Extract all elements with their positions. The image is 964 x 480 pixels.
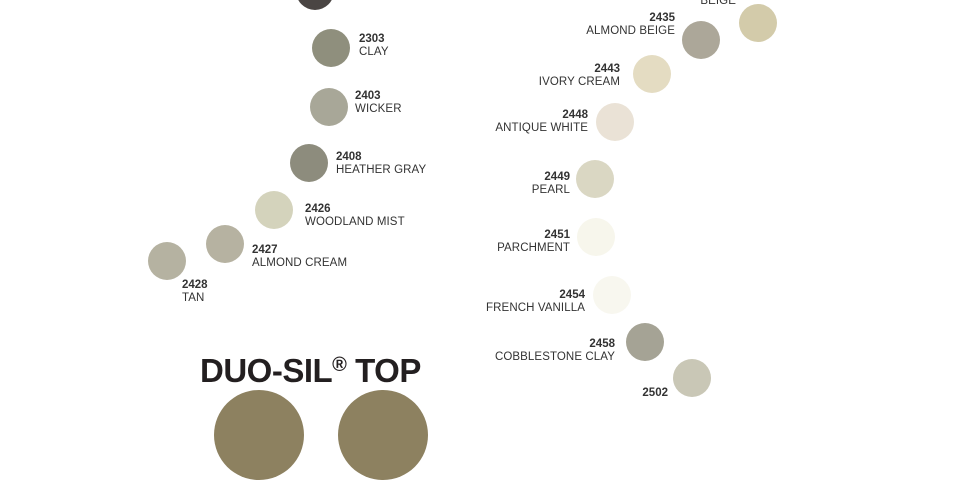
color-name: PEARL (531, 184, 570, 197)
color-label-woodland-mist: 2426 WOODLAND MIST (305, 203, 405, 229)
color-code: 2428 (182, 279, 208, 291)
color-label-almond-cream: 2427 ALMOND CREAM (252, 244, 347, 270)
color-name: WOODLAND MIST (305, 216, 405, 229)
product-title: DUO-SIL® TOP (200, 352, 421, 390)
color-code: 2403 (355, 90, 381, 102)
swatch-wicker[interactable] (310, 88, 348, 126)
swatch-cobblestone-clay[interactable] (626, 323, 664, 361)
color-label-heather-gray: 2408 HEATHER GRAY (336, 151, 426, 177)
swatch-almond-beige[interactable] (682, 21, 720, 59)
swatch-beige[interactable] (739, 4, 777, 42)
large-swatch-left-partial (214, 390, 304, 480)
color-code: 2448 (562, 109, 588, 121)
registered-mark: ® (332, 354, 347, 376)
color-label-beige: BEIGE (700, 0, 736, 8)
color-name: FRENCH VANILLA (486, 302, 585, 315)
color-code: 2303 (359, 33, 385, 45)
color-code: 2451 (544, 229, 570, 241)
color-chart-page: { "title_main": "DUO-SIL", "title_reg": … (148, 0, 777, 480)
title-main: DUO-SIL (200, 352, 333, 389)
color-code: 2449 (544, 171, 570, 183)
color-label-french-vanilla: 2454 FRENCH VANILLA (486, 289, 585, 315)
swatch-tan[interactable] (148, 242, 186, 280)
color-name: ALMOND CREAM (252, 257, 348, 270)
color-label-parchment: 2451 PARCHMENT (497, 229, 570, 255)
color-name: BEIGE (700, 0, 736, 7)
swatch-parchment[interactable] (577, 218, 615, 256)
title-suffix: TOP (346, 352, 421, 389)
color-label-wicker: 2403 WICKER (355, 90, 402, 116)
swatch-woodland-mist[interactable] (255, 191, 293, 229)
swatch-heather-gray[interactable] (290, 144, 328, 182)
color-name: HEATHER GRAY (336, 164, 427, 177)
color-name: CLAY (359, 46, 389, 59)
color-code: 2435 (649, 12, 675, 24)
color-code: 2443 (594, 63, 620, 75)
swatch-clay[interactable] (312, 29, 350, 67)
color-label-2502: 2502 (642, 387, 668, 400)
color-name: PARCHMENT (497, 242, 570, 255)
color-code: 2502 (642, 387, 668, 399)
color-name: ALMOND BEIGE (586, 25, 675, 38)
swatch-2502[interactable] (673, 359, 711, 397)
color-label-almond-beige: 2435 ALMOND BEIGE (586, 12, 675, 38)
color-name: COBBLESTONE CLAY (494, 351, 615, 364)
color-name: IVORY CREAM (538, 76, 620, 89)
color-label-clay: 2303 CLAY (359, 33, 389, 59)
color-name: TAN (182, 292, 205, 305)
color-code: 2458 (589, 338, 615, 350)
color-label-tan: 2428 TAN (182, 279, 208, 305)
color-code: 2427 (252, 244, 278, 256)
color-label-pearl: 2449 PEARL (532, 171, 570, 197)
color-name: WICKER (355, 103, 402, 116)
swatch-antique-white[interactable] (596, 103, 634, 141)
color-code: 2408 (336, 151, 362, 163)
swatch-french-vanilla[interactable] (593, 276, 631, 314)
color-label-antique-white: 2448 ANTIQUE WHITE (495, 109, 588, 135)
color-name: ANTIQUE WHITE (495, 122, 588, 135)
dark-swatch-partial (296, 0, 334, 10)
color-code: 2454 (559, 289, 585, 301)
color-label-cobblestone-clay: 2458 COBBLESTONE CLAY (495, 338, 615, 364)
swatch-pearl[interactable] (576, 160, 614, 198)
swatch-ivory-cream[interactable] (633, 55, 671, 93)
color-code: 2426 (305, 203, 331, 215)
color-label-ivory-cream: 2443 IVORY CREAM (539, 63, 620, 89)
swatch-almond-cream[interactable] (206, 225, 244, 263)
large-swatch-right-partial (338, 390, 428, 480)
